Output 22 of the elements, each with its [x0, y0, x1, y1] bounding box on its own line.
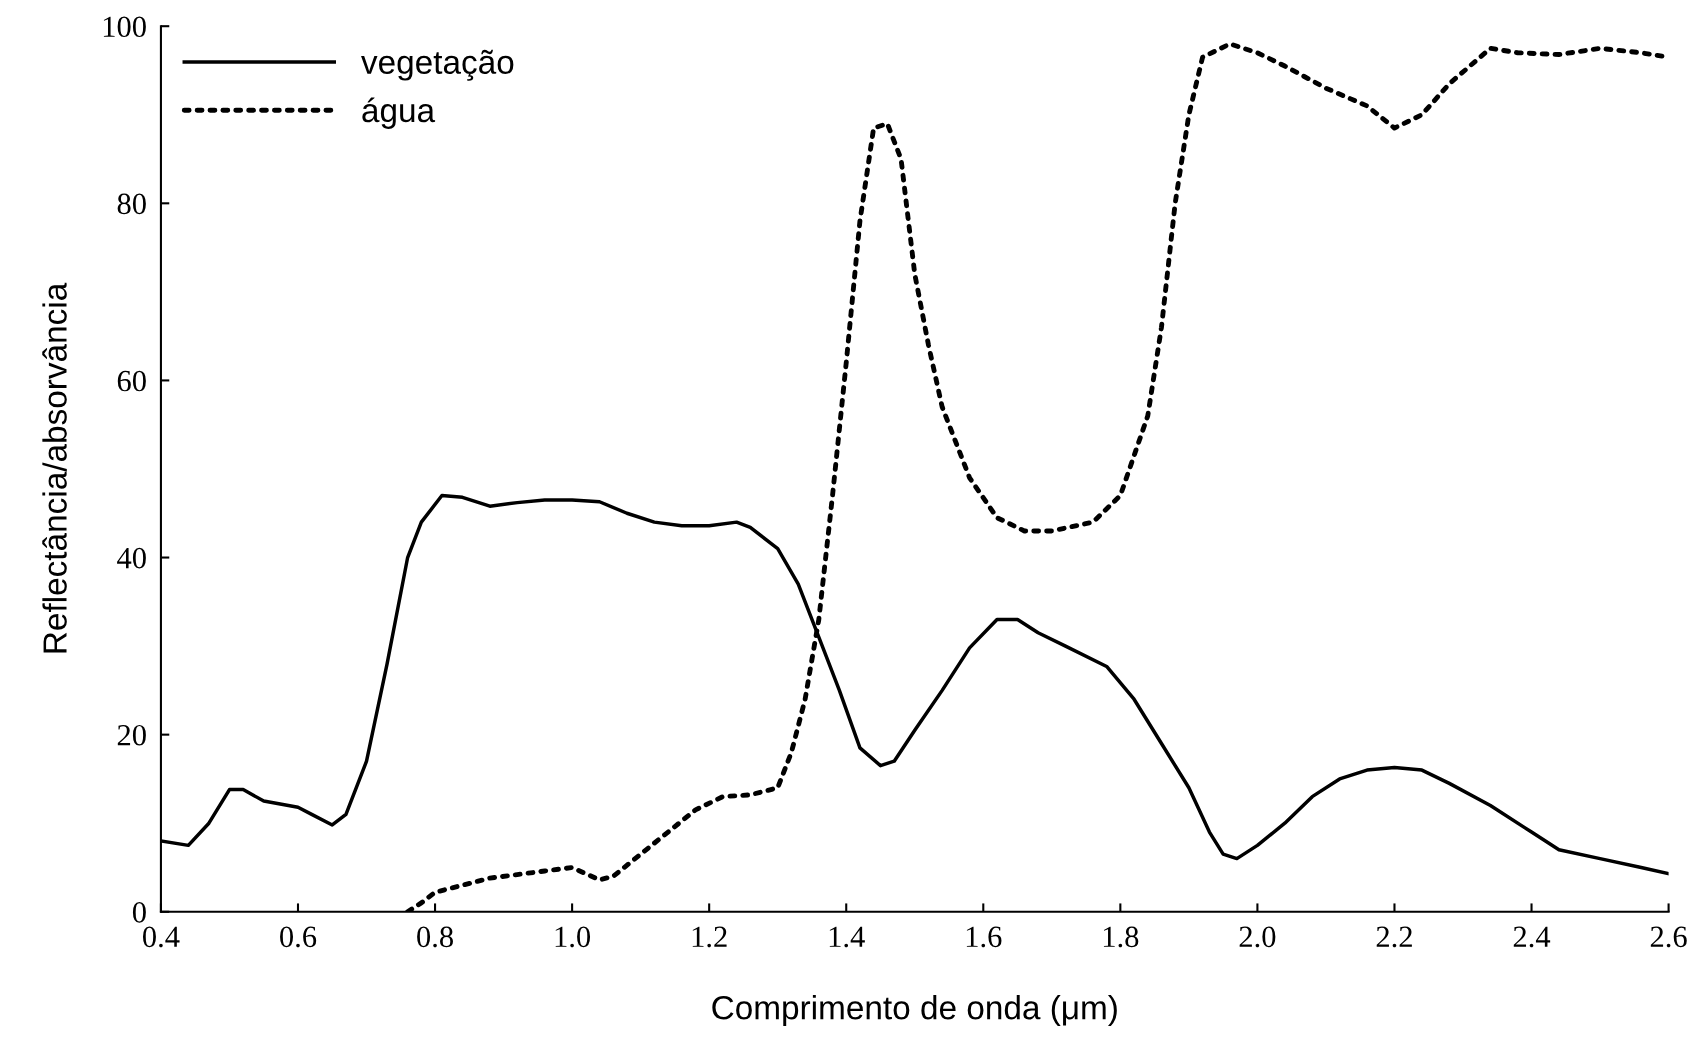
x-tick-label: 2.2 — [1376, 926, 1412, 948]
y-tick-label: 20 — [117, 724, 146, 746]
legend-label: vegetação — [361, 49, 514, 81]
x-tick-label: 0.4 — [143, 926, 180, 948]
x-tick-label: 1.0 — [555, 926, 591, 948]
x-tick-label: 2.6 — [1650, 926, 1687, 948]
y-tick-label: 40 — [117, 547, 146, 569]
x-tick-label: 0.6 — [280, 926, 317, 948]
y-axis-title: Reflectância/absorvância — [42, 282, 67, 653]
x-tick-label: 2.4 — [1513, 926, 1551, 948]
legend-label: água — [362, 97, 436, 129]
x-tick-label: 1.2 — [692, 926, 727, 948]
x-tick-label: 1.8 — [1103, 926, 1139, 948]
y-tick-label: 100 — [103, 16, 146, 38]
y-tick-label: 0 — [132, 902, 146, 923]
y-tick-label: 80 — [117, 193, 146, 215]
x-axis-title: Comprimento de onda (μm) — [712, 995, 1117, 1027]
x-tick-label: 2.0 — [1239, 926, 1276, 948]
x-tick-label: 0.8 — [417, 926, 453, 948]
y-tick-label: 60 — [117, 370, 146, 392]
x-tick-label: 1.6 — [966, 926, 1002, 948]
x-tick-label: 1.4 — [829, 926, 865, 948]
